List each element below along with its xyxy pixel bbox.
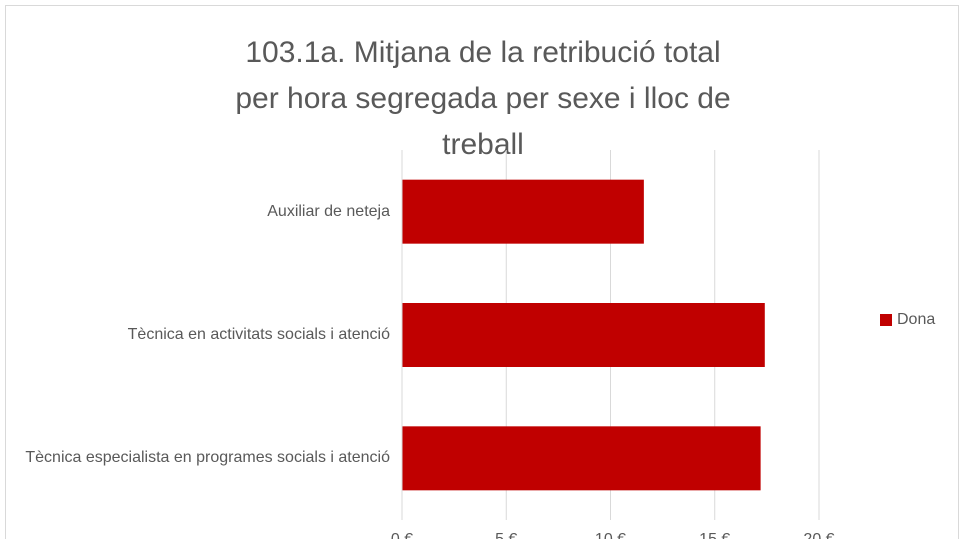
bar — [402, 426, 761, 491]
y-tick-text: Tècnica en activitats socials i atenció — [127, 326, 390, 343]
y-tick-text: Auxiliar de neteja — [267, 202, 390, 220]
chart-title: 103.1a. Mitjana de la retribució total p… — [235, 36, 731, 161]
bar — [402, 303, 765, 367]
y-tick-text: Tècnica especialista en programes social… — [25, 449, 390, 467]
legend-label: Dona — [897, 311, 935, 328]
bar — [402, 179, 644, 244]
x-tick-label: 5 € — [495, 531, 517, 539]
x-tick-label: 20 € — [803, 531, 834, 539]
y-tick-label: Auxiliar de neteja — [267, 200, 390, 224]
y-tick-label: Tècnica en activitats socials i atenció — [128, 323, 390, 347]
x-tick-label: 15 € — [699, 531, 730, 539]
x-tick-label: 0 € — [391, 531, 413, 539]
x-tick-label: 10 € — [595, 531, 626, 539]
y-tick-label: Tècnica especialista en programes social… — [25, 446, 390, 470]
legend-swatch — [880, 314, 892, 326]
chart-frame — [5, 5, 959, 539]
